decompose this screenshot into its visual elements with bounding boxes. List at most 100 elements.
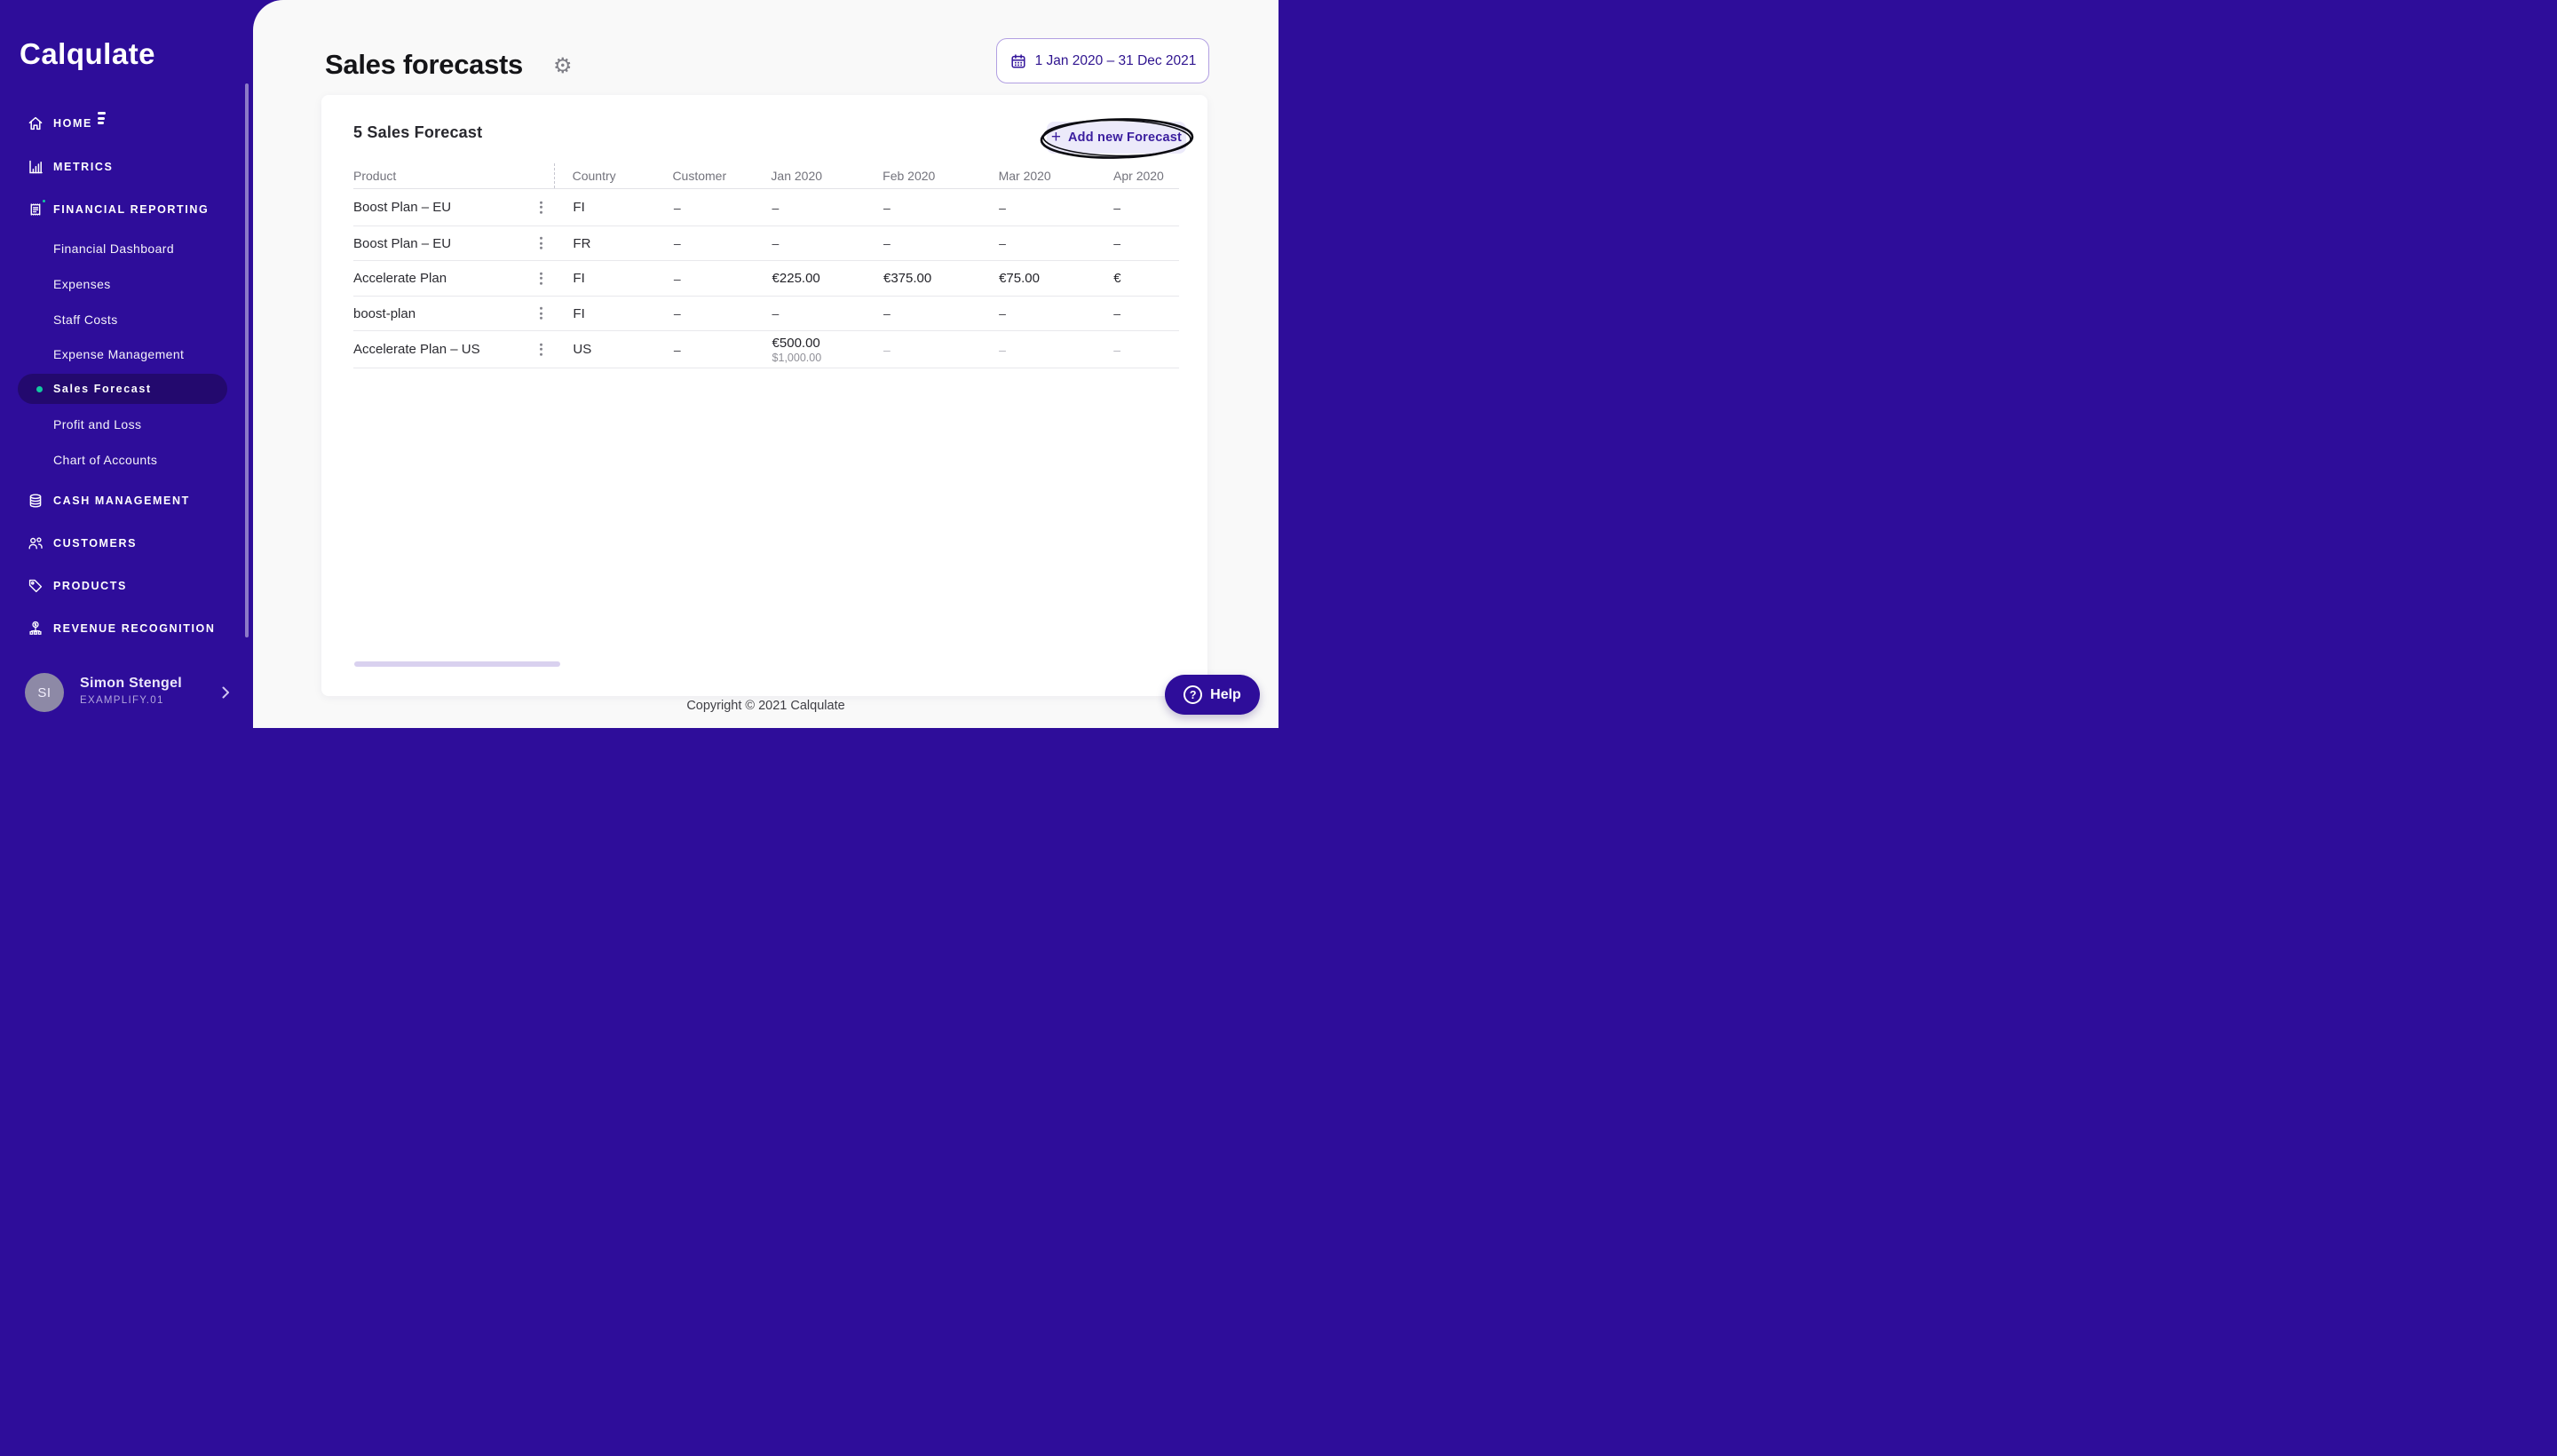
customer-cell: – [673,271,681,286]
sidebar-item-home[interactable]: HOME [0,107,253,139]
product-name: Boost Plan – EU [353,235,452,251]
product-name: Boost Plan – EU [353,200,452,215]
mar-cell: €75.00 [999,271,1040,286]
product-name: Accelerate Plan – US [353,342,480,357]
sidebar-item-metrics[interactable]: METRICS [0,151,253,183]
logo-dotted-tail-icon [98,112,106,127]
sidebar-item-profit-and-loss[interactable]: Profit and Loss [53,417,142,431]
question-mark-icon: ? [1184,685,1203,704]
sidebar-item-products[interactable]: PRODUCTS [0,570,253,602]
sidebar-item-financial-dashboard[interactable]: Financial Dashboard [53,241,175,256]
row-menu-icon[interactable] [534,232,548,256]
column-header-apr-2020: Apr 2020 [1113,169,1164,183]
home-icon [27,115,44,132]
customers-icon [27,534,44,552]
feb-cell: – [883,306,891,320]
tag-icon [27,577,44,595]
jan-cell: – [772,200,780,215]
table-row: Accelerate Plan – US US – €500.00 $1,000… [353,331,1179,368]
user-profile[interactable]: SI Simon Stengel EXAMPLIFY.01 [0,673,253,717]
country-cell: FI [573,271,585,286]
help-button[interactable]: ? Help [1165,675,1260,715]
apr-cell: – [1113,236,1120,250]
product-name: boost-plan [353,305,416,321]
country-cell: FI [573,200,585,215]
country-cell: FI [573,305,585,321]
sidebar-item-expense-management[interactable]: Expense Management [53,347,185,361]
forecast-table: Product Country Customer Jan 2020 Feb 20… [353,163,1179,368]
active-indicator-dot [36,385,43,392]
sidebar-item-customers[interactable]: CUSTOMERS [0,527,253,559]
apr-cell: – [1113,200,1120,215]
table-row: Accelerate Plan FI – €225.00 €375.00 €75… [353,261,1179,297]
product-name: Accelerate Plan [353,271,447,286]
apr-cell: € [1113,271,1121,286]
feb-cell: €375.00 [883,271,932,286]
country-cell: FR [573,235,591,251]
date-range-button[interactable]: 1 Jan 2020 – 31 Dec 2021 [996,38,1209,83]
jan-cell: €225.00 [772,271,820,286]
column-header-customer: Customer [672,169,727,183]
jan-cell: €500.00 $1,000.00 [772,336,883,364]
revenue-recognition-icon [27,620,44,637]
chevron-right-icon[interactable] [217,684,234,701]
table-row: Boost Plan – EU FI – – – – – [353,189,1179,226]
apr-cell: – [1113,342,1120,357]
copyright-text: Copyright © 2021 Calqulate [686,699,845,713]
user-org: EXAMPLIFY.01 [80,695,164,706]
calendar-icon [1009,52,1027,70]
mar-cell: – [999,200,1006,215]
sales-forecast-card: 5 Sales Forecast + Add new Forecast Prod… [321,95,1207,696]
column-header-mar-2020: Mar 2020 [998,169,1051,183]
apr-cell: – [1113,306,1120,320]
logo-text: Calqulate [20,37,156,70]
sidebar-item-chart-of-accounts[interactable]: Chart of Accounts [53,453,158,467]
mar-cell: – [999,306,1006,320]
table-header-row: Product Country Customer Jan 2020 Feb 20… [353,163,1179,189]
table-row: Boost Plan – EU FR – – – – – [353,226,1179,261]
jan-primary-value: €500.00 [772,335,820,351]
jan-cell: – [772,306,780,320]
country-cell: US [573,342,592,357]
add-new-forecast-button[interactable]: + Add new Forecast [1047,122,1186,154]
date-range-value: 1 Jan 2020 – 31 Dec 2021 [1034,52,1197,68]
card-heading: 5 Sales Forecast [353,123,483,141]
customer-cell: – [673,236,681,250]
table-row: boost-plan FI – – – – – [353,297,1179,331]
feb-cell: – [883,236,891,250]
jan-cell: – [772,236,780,250]
sidebar-item-staff-costs[interactable]: Staff Costs [53,313,118,327]
customer-cell: – [673,306,681,320]
feb-cell: – [883,200,891,215]
customer-cell: – [673,200,681,215]
sidebar-item-expenses[interactable]: Expenses [53,277,111,291]
coins-icon [27,492,44,510]
customer-cell: – [673,342,681,357]
row-menu-icon[interactable] [534,266,548,290]
receipt-icon [27,198,47,218]
row-menu-icon[interactable] [534,337,548,361]
column-header-product: Product [353,169,397,183]
main-content: Sales forecasts ⚙ 1 Jan 2020 – 31 Dec 20… [253,0,1278,728]
notification-dot [41,198,47,204]
horizontal-scrollbar[interactable] [354,661,560,667]
sidebar-item-financial-reporting[interactable]: FINANCIAL REPORTING [0,194,253,226]
column-header-country: Country [553,163,673,188]
jan-secondary-value: $1,000.00 [772,351,822,364]
sidebar-scrollbar[interactable] [245,83,249,637]
sidebar: Calqulate HOME METRICS FINANCIAL REPORTI… [0,0,253,728]
sidebar-item-revenue-recognition[interactable]: REVENUE RECOGNITION [0,613,253,645]
plus-icon: + [1050,127,1061,146]
gear-icon[interactable]: ⚙ [553,53,573,78]
column-header-jan-2020: Jan 2020 [771,169,823,183]
row-menu-icon[interactable] [534,302,548,326]
sidebar-item-sales-forecast[interactable]: Sales Forecast [18,374,227,404]
metrics-icon [27,158,44,176]
avatar: SI [25,673,64,712]
sidebar-item-cash-management[interactable]: CASH MANAGEMENT [0,485,253,517]
app-logo[interactable]: Calqulate [20,37,156,124]
row-menu-icon[interactable] [534,195,548,219]
mar-cell: – [999,342,1006,357]
page-title: Sales forecasts [325,49,523,80]
column-header-feb-2020: Feb 2020 [883,169,936,183]
